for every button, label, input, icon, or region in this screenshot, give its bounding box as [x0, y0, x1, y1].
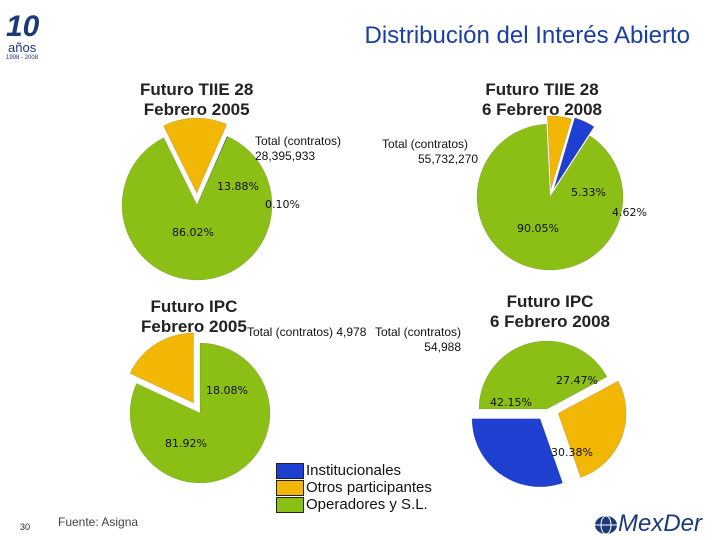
chart-1-title-line1: Futuro TIIE 28	[140, 80, 254, 99]
chart-2-title-line2: 6 Febrero 2008	[482, 100, 603, 119]
chart-2-total-value: 55,732,270	[418, 152, 479, 166]
pie-chart-tiie-2005	[121, 117, 273, 281]
chart-2-label-otros: 5.33%	[571, 186, 606, 199]
chart-1-total-label: Total (contratos)	[255, 134, 342, 148]
pie-3-slice-operadores	[129, 342, 271, 484]
mexder-globe-icon	[595, 515, 617, 535]
chart-1-label-operadores: 86.02%	[172, 226, 214, 239]
legend-item-otros: Otros participantes	[276, 479, 432, 496]
legend-label-operadores: Operadores y S.L.	[306, 496, 428, 513]
pie-2-slice-institucionales	[553, 117, 595, 189]
pie-chart-tiie-2008	[476, 115, 624, 271]
chart-2-total: Total (contratos) 55,732,270	[382, 137, 478, 167]
chart-2-label-institucionales: 4.62%	[612, 206, 647, 219]
chart-3-total: Total (contratos) 4,978	[247, 325, 367, 339]
pie-4-slice-otros	[557, 380, 627, 478]
pie-1-slice-operadores	[121, 136, 273, 281]
chart-4-title-line1: Futuro IPC	[506, 292, 594, 311]
chart-4-total-label: Total (contratos)	[374, 325, 461, 339]
legend-swatch-operadores	[276, 496, 304, 513]
pie-chart-ipc-2005	[129, 332, 271, 484]
legend-item-operadores: Operadores y S.L.	[276, 496, 432, 513]
chart-1-total-value: 28,395,933	[255, 149, 316, 163]
chart-4-label-otros: 27.47%	[556, 374, 598, 387]
legend-swatch-otros	[276, 479, 304, 496]
chart-3-title-line1: Futuro IPC	[150, 297, 238, 316]
pie-1-slice-institucionales	[196, 135, 228, 206]
chart-3-title: Futuro IPC Febrero 2005	[141, 297, 247, 337]
chart-2-label-operadores: 90.05%	[517, 222, 559, 235]
page-number: 30	[20, 522, 31, 532]
chart-4-total: Total (contratos) 54,988	[373, 325, 461, 355]
legend-label-otros: Otros participantes	[306, 479, 432, 496]
chart-2-title: Futuro TIIE 28 6 Febrero 2008	[482, 80, 602, 120]
chart-4-total-value: 54,988	[424, 340, 461, 354]
chart-2-title-line1: Futuro TIIE 28	[485, 80, 599, 99]
chart-1-total: Total (contratos) 28,395,933	[255, 134, 341, 164]
anniversary-logo-number: 10	[6, 10, 40, 43]
pie-2-slice-otros	[547, 115, 572, 190]
source-note: Fuente: Asigna	[58, 515, 139, 529]
pie-1-slice-otros	[163, 117, 228, 194]
chart-4-label-institucionales: 30.38%	[551, 446, 593, 459]
chart-1-label-institucionales: 0.10%	[265, 198, 300, 211]
chart-3-label-operadores: 81.92%	[165, 437, 207, 450]
chart-4-title-line2: 6 Febrero 2008	[490, 312, 611, 331]
chart-2-total-label: Total (contratos)	[382, 137, 469, 151]
legend: Institucionales Otros participantes Oper…	[276, 462, 432, 513]
legend-item-institucionales: Institucionales	[276, 462, 432, 479]
chart-3-title-line2: Febrero 2005	[141, 317, 247, 336]
mexder-logo: MexDer	[618, 510, 703, 537]
chart-1-label-otros: 13.88%	[217, 180, 259, 193]
chart-4-title: Futuro IPC 6 Febrero 2008	[490, 292, 610, 332]
legend-label-institucionales: Institucionales	[306, 462, 402, 479]
pie-4-slice-operadores	[478, 340, 608, 410]
anniversary-logo-word: años	[8, 40, 37, 55]
chart-1-title: Futuro TIIE 28 Febrero 2005	[140, 80, 253, 120]
legend-swatch-institucionales	[276, 462, 304, 479]
pie-2-slice-operadores	[476, 123, 624, 271]
chart-4-label-operadores: 42.15%	[490, 396, 532, 409]
anniversary-logo-range: 1998 - 2008	[6, 55, 39, 61]
pie-3-slice-otros	[129, 332, 194, 404]
pie-4-slice-institucionales	[471, 418, 563, 488]
chart-3-label-otros: 18.08%	[206, 384, 248, 397]
chart-1-title-line2: Febrero 2005	[143, 100, 250, 119]
page-title: Distribución del Interés Abierto	[364, 22, 691, 49]
pie-chart-ipc-2008	[471, 340, 627, 488]
